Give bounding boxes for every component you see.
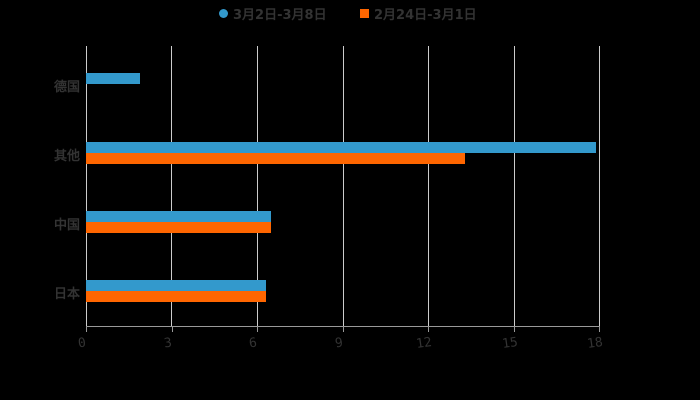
gridline xyxy=(171,46,172,327)
bar[interactable] xyxy=(86,291,266,302)
x-tick-label: 3 xyxy=(162,335,173,352)
gridline xyxy=(514,46,515,327)
legend-item-series-1[interactable]: 3月2日-3月8日 xyxy=(219,4,327,23)
bar[interactable] xyxy=(86,73,141,84)
bar[interactable] xyxy=(86,280,266,291)
bar[interactable] xyxy=(86,222,272,233)
bar[interactable] xyxy=(86,142,597,153)
bar[interactable] xyxy=(86,211,272,222)
legend-item-series-2[interactable]: 2月24日-3月1日 xyxy=(360,4,477,23)
x-tick xyxy=(599,327,600,332)
gridline xyxy=(428,46,429,327)
x-tick-label: 6 xyxy=(248,335,258,352)
gridline xyxy=(257,46,258,327)
gridline xyxy=(86,46,87,327)
x-tick-label: 15 xyxy=(500,334,519,353)
legend-label: 3月2日-3月8日 xyxy=(233,7,327,23)
gridline xyxy=(343,46,344,327)
x-tick xyxy=(428,327,429,332)
category-label: 其他 xyxy=(53,149,80,164)
legend-label: 2月24日-3月1日 xyxy=(374,7,477,23)
x-tick xyxy=(86,327,87,332)
category-label: 中国 xyxy=(53,218,80,233)
square-marker-icon xyxy=(360,8,369,18)
bar[interactable] xyxy=(86,153,466,164)
x-tick xyxy=(513,327,515,332)
legend: 3月2日-3月8日 2月24日-3月1日 xyxy=(0,4,700,23)
category-label: 日本 xyxy=(53,287,80,302)
x-tick-label: 0 xyxy=(77,335,87,352)
x-tick xyxy=(257,327,258,332)
x-tick-label: 12 xyxy=(415,334,433,353)
x-tick xyxy=(171,327,173,332)
category-label: 德国 xyxy=(53,80,80,95)
gridline xyxy=(599,46,600,327)
x-axis xyxy=(86,326,600,327)
circle-marker-icon xyxy=(219,8,228,18)
x-tick xyxy=(342,327,344,332)
x-tick-label: 18 xyxy=(586,334,604,353)
x-tick-label: 9 xyxy=(333,335,344,352)
